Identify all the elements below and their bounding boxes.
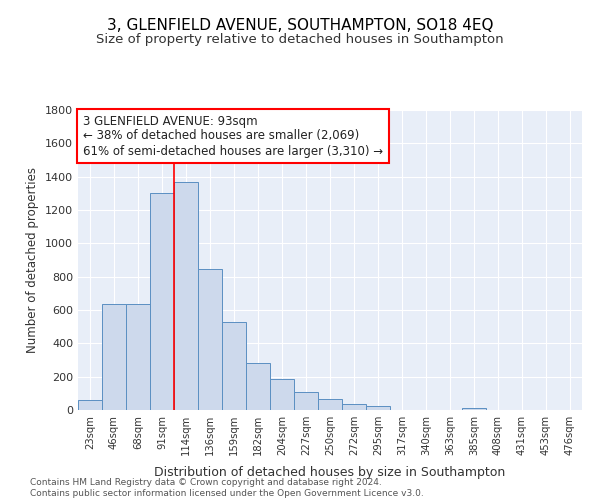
Bar	[342, 404, 366, 410]
X-axis label: Distribution of detached houses by size in Southampton: Distribution of detached houses by size …	[154, 466, 506, 479]
Text: Size of property relative to detached houses in Southampton: Size of property relative to detached ho…	[96, 32, 504, 46]
Bar	[102, 304, 126, 410]
Y-axis label: Number of detached properties: Number of detached properties	[26, 167, 40, 353]
Bar	[246, 362, 270, 410]
Bar	[174, 182, 198, 410]
Text: Contains HM Land Registry data © Crown copyright and database right 2024.
Contai: Contains HM Land Registry data © Crown c…	[30, 478, 424, 498]
Bar	[222, 322, 246, 410]
Bar	[198, 269, 222, 410]
Bar	[150, 192, 174, 410]
Bar	[294, 392, 318, 410]
Bar	[270, 379, 294, 410]
Bar	[78, 400, 102, 410]
Bar	[366, 406, 390, 410]
Text: 3, GLENFIELD AVENUE, SOUTHAMPTON, SO18 4EQ: 3, GLENFIELD AVENUE, SOUTHAMPTON, SO18 4…	[107, 18, 493, 32]
Bar	[318, 399, 342, 410]
Text: 3 GLENFIELD AVENUE: 93sqm
← 38% of detached houses are smaller (2,069)
61% of se: 3 GLENFIELD AVENUE: 93sqm ← 38% of detac…	[83, 114, 383, 158]
Bar	[462, 408, 486, 410]
Bar	[126, 304, 150, 410]
